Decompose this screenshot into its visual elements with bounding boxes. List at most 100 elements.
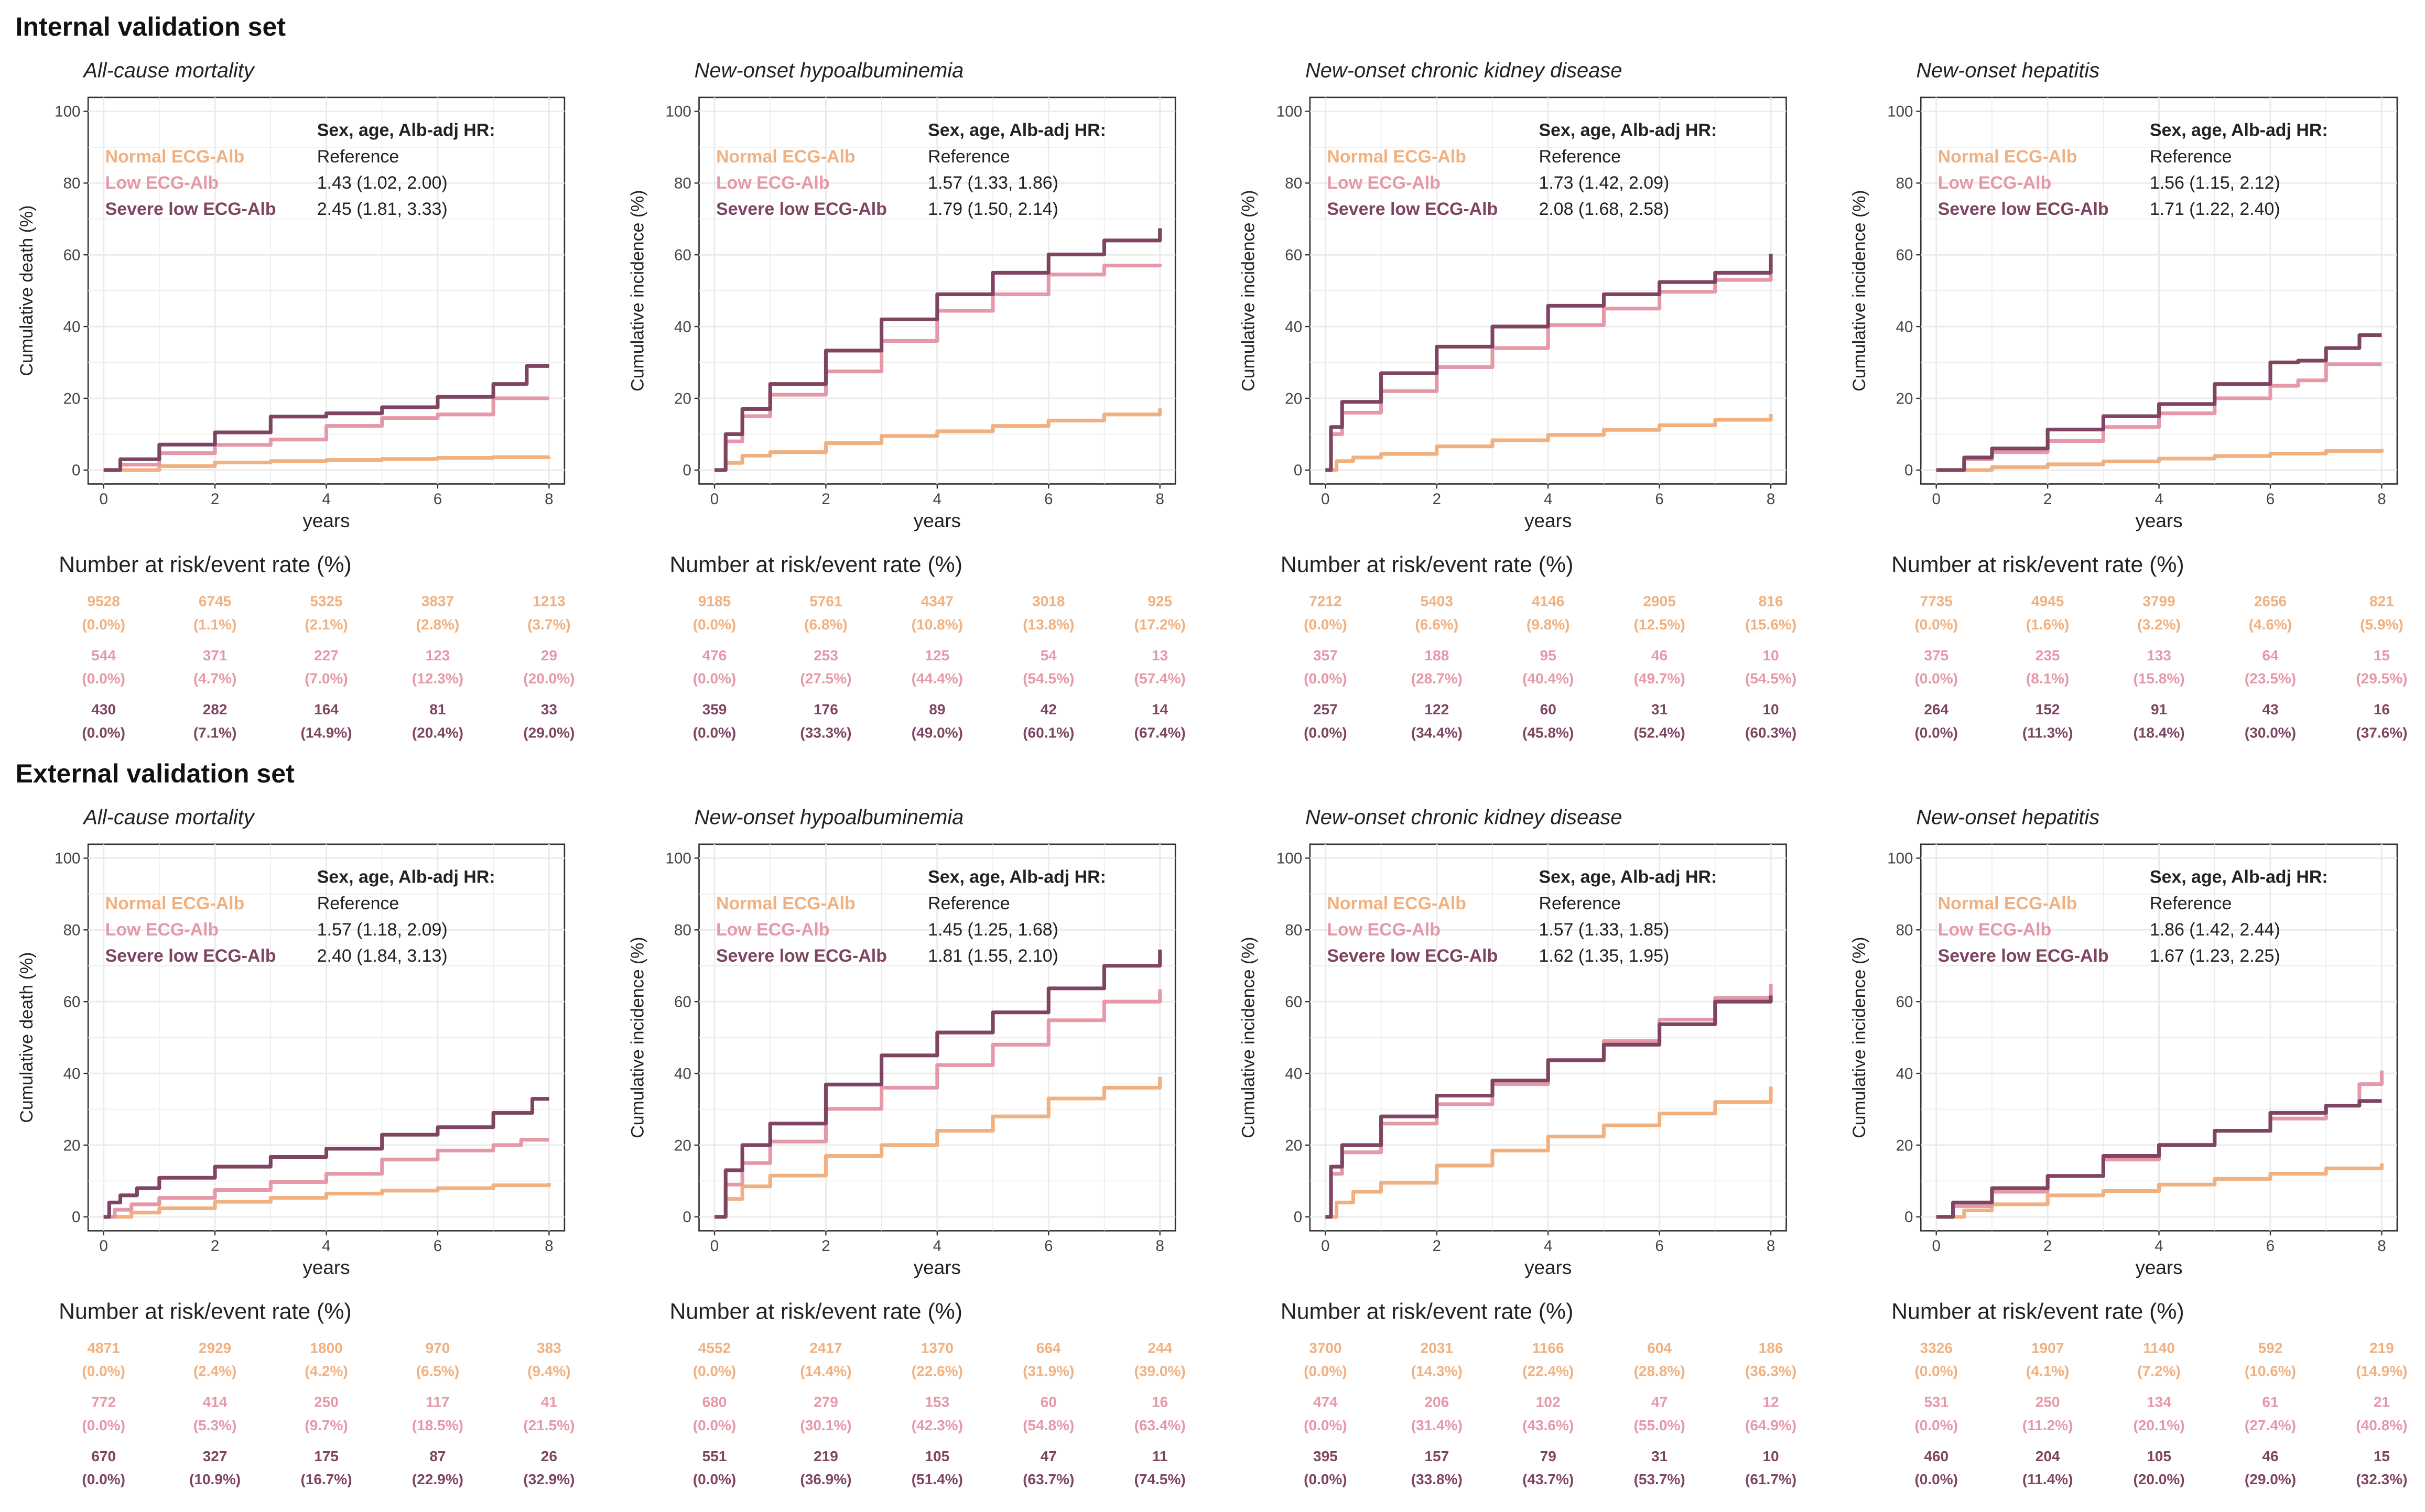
hr-value: 1.57 (1.33, 1.85) bbox=[1539, 920, 1670, 940]
risk-rate: (0.0%) bbox=[82, 724, 125, 741]
y-tick-label: 80 bbox=[1285, 922, 1302, 939]
hr-value: Reference bbox=[1539, 894, 1621, 913]
risk-rate: (20.4%) bbox=[412, 724, 463, 741]
risk-count: 371 bbox=[203, 647, 228, 663]
risk-rate: (0.0%) bbox=[1914, 616, 1958, 633]
x-tick-label: 2 bbox=[1433, 1237, 1441, 1255]
risk-rate: (14.4%) bbox=[800, 1363, 851, 1379]
hr-value: 1.57 (1.33, 1.86) bbox=[928, 173, 1058, 193]
risk-count: 4552 bbox=[698, 1340, 731, 1356]
risk-table-title: Number at risk/event rate (%) bbox=[1281, 552, 1574, 578]
risk-rate: (54.5%) bbox=[1745, 670, 1796, 687]
risk-rate: (4.1%) bbox=[2026, 1363, 2070, 1379]
risk-rate: (49.7%) bbox=[1634, 670, 1685, 687]
risk-rate: (0.0%) bbox=[1304, 616, 1347, 633]
risk-rate: (29.5%) bbox=[2356, 670, 2407, 687]
risk-rate: (0.0%) bbox=[1304, 724, 1347, 741]
panel-title: New-onset hepatitis bbox=[1916, 59, 2100, 82]
risk-count: 9185 bbox=[698, 593, 731, 610]
km-curve-severe bbox=[103, 364, 549, 472]
legend-label: Normal ECG-Alb bbox=[1938, 147, 2077, 167]
risk-count: 282 bbox=[203, 701, 228, 717]
x-tick-label: 4 bbox=[2155, 1237, 2163, 1255]
hr-value: 1.71 (1.22, 2.40) bbox=[2150, 199, 2280, 219]
x-tick-label: 6 bbox=[434, 1237, 442, 1255]
risk-count: 279 bbox=[814, 1394, 838, 1410]
risk-rate: (0.0%) bbox=[693, 1417, 737, 1433]
hr-header: Sex, age, Alb-adj HR: bbox=[317, 121, 495, 140]
risk-count: 257 bbox=[1313, 701, 1338, 717]
y-tick-label: 100 bbox=[55, 850, 80, 867]
hr-value: 2.40 (1.84, 3.13) bbox=[317, 946, 448, 966]
risk-rate: (32.9%) bbox=[523, 1471, 575, 1487]
panel-title: All-cause mortality bbox=[83, 806, 254, 829]
legend-label: Normal ECG-Alb bbox=[105, 147, 245, 167]
km-curve-severe bbox=[1325, 254, 1773, 472]
risk-count: 95 bbox=[1540, 647, 1556, 663]
risk-count: 264 bbox=[1924, 701, 1948, 717]
x-axis-label: years bbox=[1524, 510, 1572, 531]
risk-rate: (20.0%) bbox=[523, 670, 575, 687]
km-curve-normal bbox=[103, 455, 551, 472]
risk-count: 375 bbox=[1924, 647, 1948, 663]
km-curve-low bbox=[103, 396, 549, 472]
hr-header: Sex, age, Alb-adj HR: bbox=[928, 867, 1106, 887]
risk-count: 544 bbox=[91, 647, 116, 663]
risk-count: 4871 bbox=[88, 1340, 120, 1356]
risk-rate: (29.0%) bbox=[523, 724, 575, 741]
x-tick-label: 6 bbox=[1044, 1237, 1053, 1255]
risk-rate: (2.8%) bbox=[416, 616, 460, 633]
risk-rate: (52.4%) bbox=[1634, 724, 1685, 741]
x-tick-label: 4 bbox=[1544, 1237, 1552, 1255]
risk-count: 164 bbox=[314, 701, 339, 717]
x-tick-label: 8 bbox=[1155, 491, 1164, 508]
risk-count: 31 bbox=[1651, 1448, 1668, 1464]
risk-count: 60 bbox=[1041, 1394, 1057, 1410]
risk-count: 102 bbox=[1536, 1394, 1561, 1410]
risk-rate: (16.7%) bbox=[300, 1471, 352, 1487]
risk-count: 5761 bbox=[809, 593, 842, 610]
y-tick-label: 0 bbox=[1904, 462, 1913, 479]
risk-count: 157 bbox=[1424, 1448, 1449, 1464]
risk-count: 175 bbox=[314, 1448, 339, 1464]
risk-rate: (0.0%) bbox=[1914, 1363, 1958, 1379]
risk-rate: (0.0%) bbox=[1304, 1471, 1347, 1487]
y-tick-label: 20 bbox=[1896, 390, 1913, 407]
risk-count: 3326 bbox=[1920, 1340, 1953, 1356]
panel-title: New-onset hepatitis bbox=[1916, 806, 2100, 829]
risk-count: 15 bbox=[2374, 647, 2390, 663]
x-tick-label: 6 bbox=[2266, 491, 2275, 508]
hr-header: Sex, age, Alb-adj HR: bbox=[317, 867, 495, 887]
risk-count: 327 bbox=[203, 1448, 228, 1464]
y-tick-label: 0 bbox=[683, 1209, 691, 1226]
risk-rate: (57.4%) bbox=[1134, 670, 1186, 687]
risk-count: 54 bbox=[1041, 647, 1057, 663]
risk-rate: (4.7%) bbox=[193, 670, 237, 687]
x-tick-label: 6 bbox=[1655, 1237, 1663, 1255]
hr-value: Reference bbox=[317, 894, 399, 913]
risk-rate: (51.4%) bbox=[912, 1471, 963, 1487]
risk-rate: (0.0%) bbox=[1304, 1417, 1347, 1433]
risk-count: 395 bbox=[1313, 1448, 1338, 1464]
risk-count: 3700 bbox=[1309, 1340, 1341, 1356]
risk-rate: (53.7%) bbox=[1634, 1471, 1685, 1487]
hr-value: 1.45 (1.25, 1.68) bbox=[928, 920, 1058, 940]
risk-rate: (27.5%) bbox=[800, 670, 851, 687]
risk-count: 460 bbox=[1924, 1448, 1948, 1464]
x-tick-label: 8 bbox=[545, 491, 553, 508]
risk-rate: (20.0%) bbox=[2134, 1471, 2185, 1487]
legend-label: Severe low ECG-Alb bbox=[1327, 199, 1498, 219]
risk-rate: (22.9%) bbox=[412, 1471, 463, 1487]
y-tick-label: 80 bbox=[63, 922, 81, 939]
x-axis-label: years bbox=[302, 510, 350, 531]
hr-value: 1.43 (1.02, 2.00) bbox=[317, 173, 448, 193]
y-tick-label: 0 bbox=[72, 1209, 80, 1226]
y-tick-label: 100 bbox=[666, 850, 691, 867]
y-tick-label: 0 bbox=[1294, 1209, 1302, 1226]
risk-rate: (6.5%) bbox=[416, 1363, 460, 1379]
risk-rate: (11.3%) bbox=[2022, 724, 2073, 741]
risk-count: 414 bbox=[203, 1394, 228, 1410]
hr-header: Sex, age, Alb-adj HR: bbox=[2150, 867, 2328, 887]
